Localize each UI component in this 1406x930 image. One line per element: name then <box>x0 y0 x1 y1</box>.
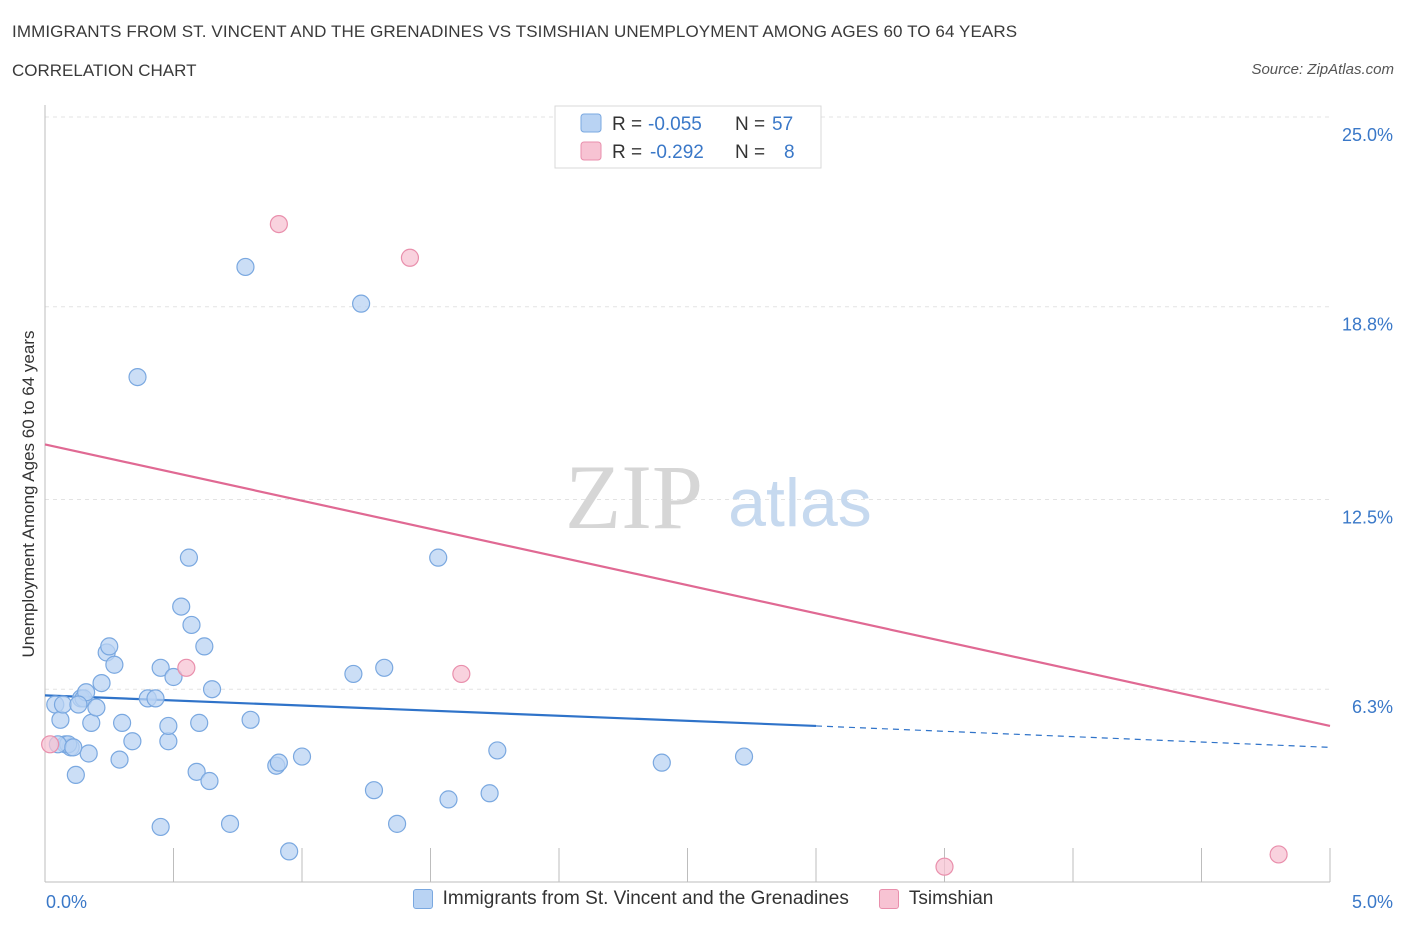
point-immigrants-36 <box>236 257 255 277</box>
y-tick-label-2: 18.8% <box>1342 315 1393 335</box>
stats-n-value-1: 57 <box>772 114 793 135</box>
legend-swatch-pink <box>878 889 899 909</box>
point-immigrants-22 <box>151 658 170 677</box>
trend-lines <box>44 443 1331 748</box>
point-immigrants-40 <box>280 842 299 861</box>
chart-title: IMMIGRANTS FROM ST. VINCENT AND THE GREN… <box>12 22 1018 41</box>
stats-r-value-1: -0.055 <box>648 114 702 135</box>
point-immigrants-43 <box>352 294 371 313</box>
point-tsimshian-7 <box>1269 845 1288 864</box>
point-immigrants-17 <box>112 713 132 732</box>
axes <box>44 105 1331 883</box>
trend-line-tsimshian <box>44 443 1331 728</box>
point-immigrants-25 <box>159 716 178 736</box>
stats-r-label-2: R = <box>612 142 642 163</box>
point-tsimshian-1 <box>177 658 196 677</box>
point-immigrants-55 <box>64 738 83 757</box>
x-tick-label-1: 5.0% <box>1352 892 1393 912</box>
point-immigrants-9 <box>79 744 98 763</box>
gridlines <box>45 116 1330 690</box>
point-immigrants-26 <box>164 667 183 687</box>
point-immigrants-23 <box>151 817 170 837</box>
point-immigrants-5 <box>66 765 85 785</box>
stats-n-value-2: 8 <box>784 142 795 163</box>
point-immigrants-39 <box>269 753 288 772</box>
stats-swatch-blue <box>580 113 602 133</box>
point-immigrants-44 <box>364 781 384 800</box>
point-immigrants-21 <box>146 689 165 708</box>
watermark-atlas: atlas <box>728 465 872 541</box>
point-immigrants-41 <box>292 747 312 766</box>
point-immigrants-27 <box>172 597 191 616</box>
stats-n-label-2: N = <box>735 142 765 163</box>
point-immigrants-35 <box>220 814 240 833</box>
point-immigrants-24 <box>159 732 178 751</box>
point-immigrants-31 <box>190 713 209 732</box>
point-immigrants-56 <box>69 695 88 714</box>
point-immigrants-52 <box>734 747 754 766</box>
point-immigrants-12 <box>92 673 111 693</box>
point-immigrants-50 <box>488 741 507 760</box>
point-immigrants-16 <box>110 750 129 769</box>
y-tick-label-1: 12.5% <box>1342 508 1393 528</box>
point-immigrants-29 <box>182 615 201 635</box>
point-immigrants-19 <box>128 368 147 387</box>
point-immigrants-1 <box>51 710 70 729</box>
y-axis-label: Unemployment Among Ages 60 to 64 years <box>19 331 38 658</box>
point-immigrants-48 <box>439 790 458 809</box>
legend-swatch-blue <box>412 889 433 909</box>
stats-r-label-1: R = <box>612 114 642 135</box>
trend-line-immigrants-extension <box>815 725 1331 748</box>
stats-r-value-2: -0.292 <box>650 142 704 163</box>
point-tsimshian-0 <box>41 735 60 754</box>
point-tsimshian-2 <box>269 215 288 234</box>
point-immigrants-11 <box>87 698 106 717</box>
source-credit: Source: ZipAtlas.com <box>1251 61 1394 78</box>
watermark-zip: ZIP <box>565 446 703 548</box>
legend-label-tsimshian: Tsimshian <box>908 888 994 909</box>
y-axis-label-group: Unemployment Among Ages 60 to 64 years <box>19 331 38 658</box>
point-tsimshian-4 <box>452 664 471 684</box>
point-immigrants-14 <box>100 637 119 656</box>
legend: Immigrants from St. Vincent and the Gren… <box>0 888 1406 910</box>
point-tsimshian-3 <box>400 248 420 267</box>
point-immigrants-30 <box>187 762 206 781</box>
stats-swatch-pink <box>580 141 602 161</box>
point-immigrants-46 <box>387 814 407 833</box>
stats-box: R = -0.055 N = 57 R = -0.292 N = 8 <box>554 105 822 169</box>
point-immigrants-28 <box>179 548 199 567</box>
trend-line-immigrants <box>44 694 817 728</box>
point-immigrants-34 <box>202 680 222 699</box>
point-immigrants-37 <box>241 710 260 729</box>
point-immigrants-54 <box>53 695 73 714</box>
y-tick-label-3: 25.0% <box>1342 125 1393 145</box>
x-tick-label-0: 0.0% <box>46 892 87 912</box>
y-tick-label-0: 6.3% <box>1352 697 1393 717</box>
stats-n-label-1: N = <box>735 114 765 135</box>
point-immigrants-49 <box>480 784 499 803</box>
chart-subtitle: CORRELATION CHART <box>12 61 197 80</box>
watermark: ZIP atlas <box>565 446 872 548</box>
point-immigrants-10 <box>82 713 101 732</box>
point-immigrants-51 <box>652 753 671 772</box>
data-points <box>41 110 1288 876</box>
point-immigrants-45 <box>375 658 394 677</box>
tick-labels: 6.3% 12.5% 18.8% 25.0% 0.0% 5.0% <box>46 125 1393 912</box>
legend-item-immigrants[interactable]: Immigrants from St. Vincent and the Gren… <box>412 888 849 910</box>
point-tsimshian-6 <box>935 857 954 876</box>
point-immigrants-47 <box>429 548 448 567</box>
legend-label-immigrants: Immigrants from St. Vincent and the Gren… <box>442 888 849 909</box>
legend-item-tsimshian[interactable]: Tsimshian <box>878 888 994 910</box>
point-immigrants-18 <box>123 732 142 751</box>
point-immigrants-33 <box>200 771 219 791</box>
point-immigrants-32 <box>195 637 214 656</box>
point-immigrants-15 <box>105 655 124 674</box>
point-immigrants-42 <box>344 664 363 684</box>
